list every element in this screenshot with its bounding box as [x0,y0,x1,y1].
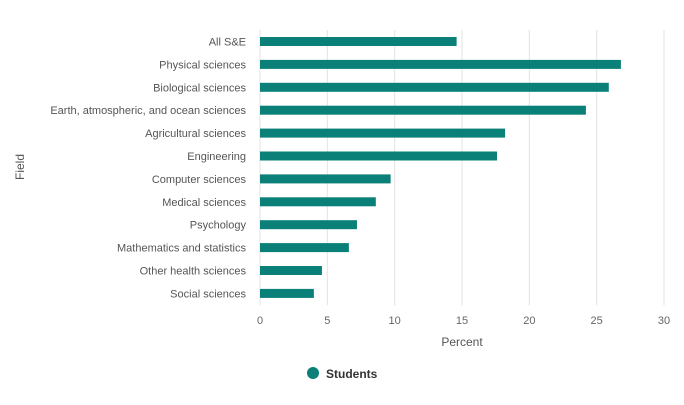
bar[interactable] [260,220,357,230]
category-label: Engineering [187,151,246,163]
x-axis-title: Percent [441,335,483,349]
bar[interactable] [260,37,457,46]
category-labels: All S&E Physical sciences Biological scien… [50,37,246,301]
bar[interactable] [260,266,322,275]
bar[interactable] [260,105,586,115]
x-tick-label: 25 [591,315,603,327]
bar[interactable] [260,197,376,207]
x-tick-label: 20 [523,315,535,327]
x-tick-label: 5 [324,315,330,327]
y-axis-title: Field [13,154,27,180]
category-label: Medical sciences [162,197,246,209]
category-label: Earth, atmospheric, and ocean sciences [50,105,246,117]
bar[interactable] [260,128,506,138]
category-label: Computer sciences [152,174,247,186]
x-tick-label: 30 [658,315,670,327]
category-label: Other health sciences [140,266,247,278]
x-tick-label: 15 [456,315,468,327]
bar[interactable] [260,174,391,184]
bar[interactable] [260,288,314,298]
bar[interactable] [260,59,621,69]
gridlines [259,30,665,306]
legend[interactable]: Students [307,367,378,381]
category-label: Social sciences [170,288,246,300]
x-tick-label: 0 [257,315,263,327]
category-label: All S&E [209,37,246,49]
legend-label-students: Students [326,367,378,381]
bar[interactable] [260,82,609,92]
category-label: Agricultural sciences [145,128,246,140]
category-label: Mathematics and statistics [117,243,246,255]
bars [260,37,621,298]
bar[interactable] [260,243,349,253]
x-tick-label: 10 [389,315,401,327]
category-label: Biological sciences [153,82,246,94]
legend-swatch-students [307,367,319,379]
category-label: Physical sciences [159,59,246,71]
category-label: Psychology [190,220,247,232]
bar[interactable] [260,151,498,161]
x-tick-labels: 0 5 10 15 20 25 30 [257,315,670,327]
